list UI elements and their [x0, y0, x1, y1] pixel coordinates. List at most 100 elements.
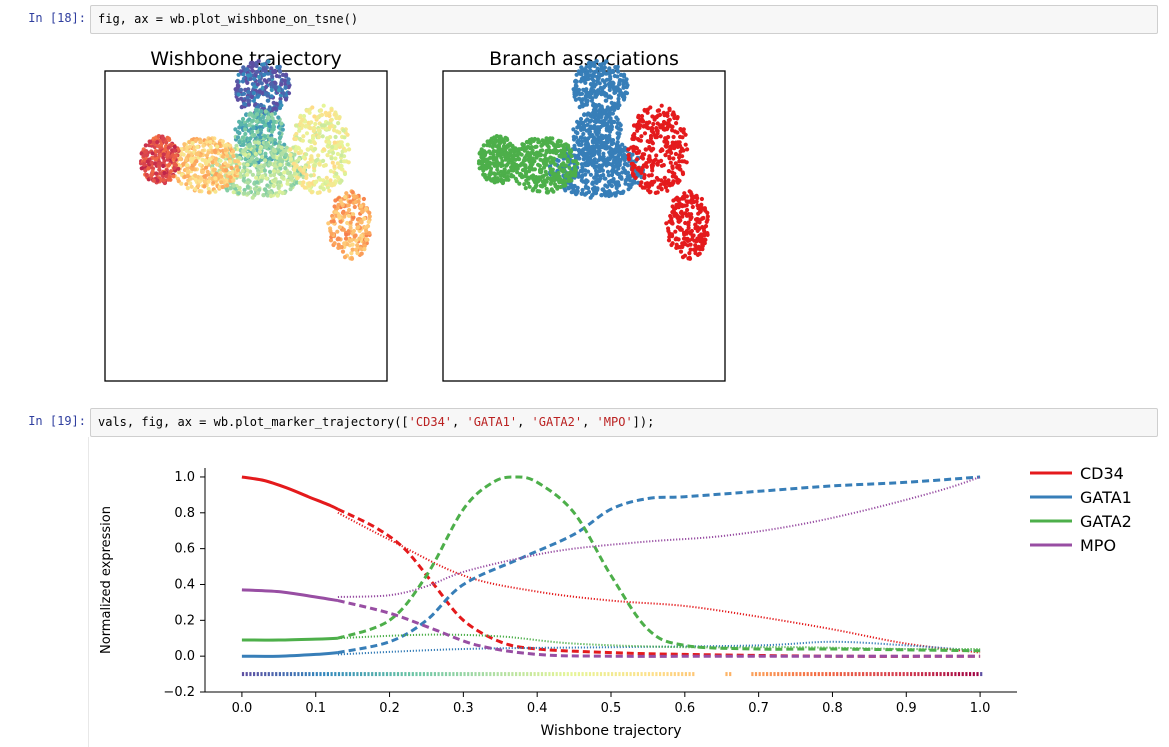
tsne-point [231, 190, 236, 195]
tsne-point [591, 186, 596, 192]
tsne-point [304, 131, 310, 136]
tsne-point [265, 183, 270, 188]
tsne-point [294, 146, 299, 152]
tsne-point [522, 182, 527, 187]
tsne-point [250, 118, 255, 123]
tsne-point [614, 184, 619, 189]
tsne-point [332, 140, 337, 145]
tsne-point [259, 109, 264, 114]
tsne-point [249, 60, 254, 65]
tsne-point [550, 148, 555, 153]
tsne-point [340, 210, 345, 215]
tsne-point [269, 81, 274, 87]
code-string-cd34: 'CD34' [408, 415, 453, 429]
tsne-point [493, 140, 498, 145]
tsne-point [702, 228, 707, 233]
tsne-point [483, 159, 488, 164]
trajectory-bar-segment [426, 672, 429, 677]
tsne-point [148, 139, 153, 144]
tsne-point [301, 114, 307, 119]
tsne-point [567, 165, 572, 170]
tsne-point [193, 177, 198, 182]
tsne-point [213, 189, 218, 194]
tsne-point [639, 155, 644, 160]
tsne-point [184, 145, 189, 151]
tsne-point [219, 180, 224, 185]
tsne-point [237, 140, 242, 145]
tsne-point [642, 123, 647, 128]
tsne-point [596, 128, 602, 133]
tsne-point [479, 153, 484, 158]
tsne-point [575, 155, 580, 160]
tsne-point [699, 196, 705, 202]
trajectory-bar-segment [253, 672, 256, 677]
tsne-point [309, 120, 314, 125]
tsne-point [574, 92, 579, 97]
trajectory-bar-segment [677, 672, 680, 677]
tsne-point [328, 238, 334, 243]
tsne-point [492, 171, 497, 176]
trajectory-bar-segment [289, 672, 293, 677]
tsne-point [593, 94, 598, 99]
tsne-point [599, 120, 604, 125]
tsne-point [349, 256, 355, 261]
tsne-point [312, 114, 317, 119]
series-cd34-branch-dotted [337, 511, 981, 654]
trajectory-bar-segment [385, 672, 389, 677]
trajectory-bar-segment [659, 672, 662, 677]
tsne-point [308, 173, 314, 178]
tsne-point [618, 152, 623, 157]
tsne-point [208, 139, 213, 145]
trajectory-bar-segment [898, 672, 902, 677]
tsne-point [685, 207, 690, 213]
trajectory-bar-segment [854, 672, 857, 677]
tsne-point [520, 142, 525, 147]
tsne-point [193, 138, 198, 143]
tsne-point [502, 140, 507, 145]
tsne-point [235, 79, 240, 84]
tsne-point [350, 190, 355, 195]
tsne-point [670, 112, 675, 117]
tsne-point [312, 147, 317, 152]
tsne-point [522, 157, 527, 162]
tsne-point [248, 76, 253, 81]
tsne-point [198, 140, 203, 145]
tsne-point [342, 171, 348, 177]
trajectory-bar-segment [245, 672, 248, 677]
tsne-point [694, 225, 699, 230]
tsne-point [366, 219, 371, 224]
code-string-gata1: 'GATA1' [466, 415, 518, 429]
trajectory-bar-segment [522, 672, 525, 677]
tsne-point [291, 161, 296, 166]
tsne-point [582, 112, 587, 117]
tsne-point [578, 79, 583, 84]
tsne-point [672, 115, 677, 121]
trajectory-bar-segment [415, 672, 418, 677]
tsne-point [627, 174, 633, 179]
tsne-point [504, 145, 509, 150]
trajectory-bar-segment [341, 672, 344, 677]
tsne-point [618, 190, 623, 196]
tsne-point [592, 112, 598, 117]
trajectory-bar-segment [614, 672, 617, 677]
trajectory-bar-segment [633, 672, 636, 677]
tsne-point [607, 94, 612, 99]
tsne-point [339, 163, 344, 169]
trajectory-bar-segment [921, 672, 924, 677]
tsne-point [599, 140, 604, 145]
tsne-point [250, 195, 255, 200]
tsne-point [544, 159, 549, 164]
tsne-point [665, 140, 670, 145]
trajectory-bar-segment [762, 672, 765, 677]
tsne-point [528, 141, 533, 146]
tsne-point [639, 114, 645, 119]
tsne-point [590, 140, 595, 145]
tsne-point [328, 169, 333, 174]
tsne-point [229, 165, 234, 170]
tsne-point [282, 170, 287, 175]
tsne-point [637, 149, 642, 154]
trajectory-bar-segment [374, 672, 377, 677]
code-cell-18[interactable]: fig, ax = wb.plot_wishbone_on_tsne() [90, 5, 1158, 34]
tsne-point [611, 69, 616, 74]
code-cell-19[interactable]: vals, fig, ax = wb.plot_marker_trajector… [90, 408, 1158, 437]
